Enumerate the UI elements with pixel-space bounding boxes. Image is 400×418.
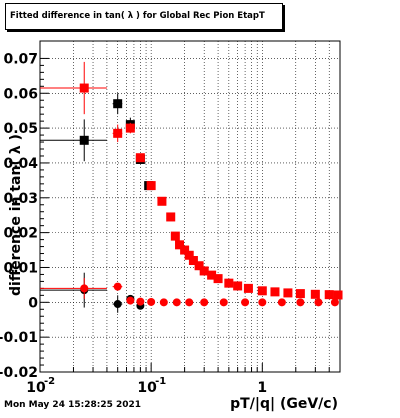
data-point-square: [79, 135, 89, 145]
x-tick-label: 10: [137, 380, 157, 396]
y-tick-label: -0.01: [0, 330, 38, 346]
data-point-circle: [147, 297, 156, 306]
data-point-circle: [241, 298, 250, 307]
y-tick-label: 0.07: [3, 51, 38, 67]
data-point-circle: [136, 297, 145, 306]
data-point-circle: [277, 298, 286, 307]
x-axis-label: pT/|q| (GeV/c): [230, 396, 338, 412]
data-point-square: [166, 212, 176, 222]
data-point-circle: [172, 298, 181, 307]
data-point-square: [233, 281, 243, 291]
x-tick-label: 10: [26, 380, 46, 396]
data-point-square: [310, 289, 320, 299]
chart-title-box: Fitted difference in tan( λ ) for Global…: [5, 3, 283, 30]
data-point-square: [180, 245, 190, 255]
data-point-square: [324, 290, 334, 300]
timestamp: Mon May 24 15:28:25 2021: [4, 400, 142, 410]
y-tick-label: 0.02: [3, 226, 38, 242]
data-point-square: [188, 256, 198, 266]
y-tick-label: 0.06: [3, 86, 38, 102]
data-point-circle: [113, 282, 122, 291]
data-point-circle: [80, 284, 89, 293]
data-point-square: [194, 261, 204, 271]
data-point-circle: [330, 298, 339, 307]
data-point-square: [199, 266, 209, 276]
data-point-square: [207, 270, 217, 280]
data-point-square: [146, 181, 156, 191]
data-point-circle: [296, 298, 305, 307]
data-point-square: [113, 128, 123, 138]
data-point-circle: [200, 298, 209, 307]
y-tick-label: 0.05: [3, 121, 38, 137]
chart-title: Fitted difference in tan( λ ) for Global…: [10, 11, 265, 21]
x-tick-label: 1: [257, 380, 267, 396]
data-point-square: [243, 283, 253, 293]
data-point-square: [333, 290, 343, 300]
y-axis-label: difference in tan( λ ): [8, 134, 24, 296]
data-point-square: [175, 240, 185, 250]
data-point-square: [213, 274, 223, 284]
data-point-circle: [113, 300, 122, 309]
data-point-square: [113, 99, 123, 109]
y-tick-label: 0.04: [3, 156, 38, 172]
data-point-square: [79, 83, 89, 93]
data-point-circle: [219, 298, 228, 307]
y-tick-label: -0.02: [0, 365, 38, 381]
data-point-square: [295, 289, 305, 299]
x-tick-exponent: -1: [155, 376, 166, 387]
data-point-square: [270, 287, 280, 297]
data-point-square: [283, 288, 293, 298]
y-tick-label: 0: [28, 295, 38, 311]
data-point-square: [157, 196, 167, 206]
data-point-circle: [314, 298, 323, 307]
data-point-square: [184, 250, 194, 260]
data-point-square: [170, 231, 180, 241]
y-tick-label: 0.01: [3, 260, 38, 276]
data-point-square: [224, 278, 234, 288]
data-point-circle: [159, 298, 168, 307]
data-point-circle: [126, 296, 135, 305]
plot-frame: [39, 40, 341, 373]
data-point-circle: [185, 298, 194, 307]
x-tick-exponent: -2: [44, 376, 55, 387]
y-tick-label: 0.03: [3, 191, 38, 207]
data-point-square: [257, 286, 267, 296]
data-point-square: [135, 153, 145, 163]
data-point-square: [125, 123, 135, 133]
data-point-circle: [258, 298, 267, 307]
